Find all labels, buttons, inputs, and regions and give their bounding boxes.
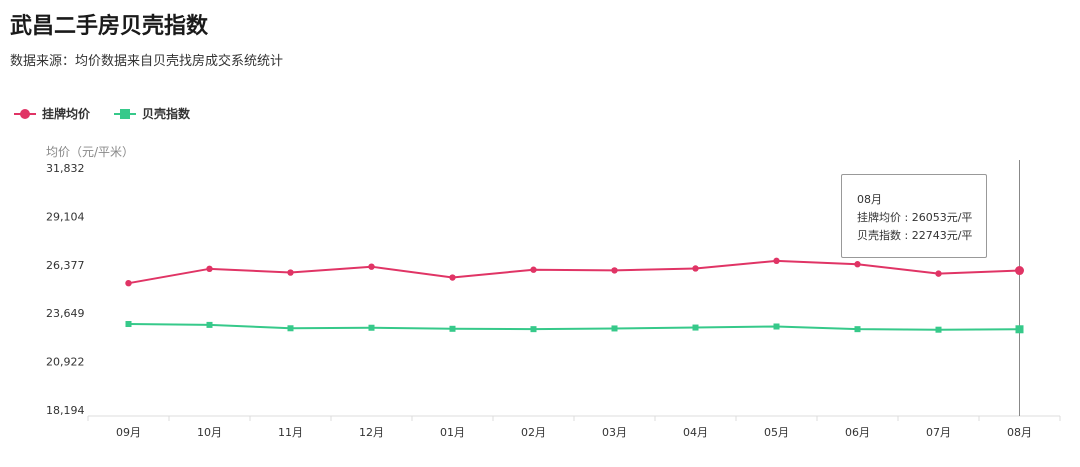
tooltip-beike-index: 贝壳指数 : 22743元/平 <box>857 229 973 242</box>
data-source-note: 数据来源：均价数据来自贝壳找房成交系统统计 <box>10 54 284 69</box>
x-tick-label: 02月 <box>521 426 546 439</box>
x-tick-label: 09月 <box>116 426 141 439</box>
series-1-point <box>1015 266 1024 276</box>
series-1-point <box>935 270 942 277</box>
series-2-point <box>206 321 213 328</box>
series-1-point <box>692 265 699 272</box>
x-tick-label: 08月 <box>1007 426 1032 439</box>
series-1-point <box>368 263 375 270</box>
series-2-point <box>611 325 618 332</box>
series-2-point <box>854 326 861 333</box>
y-tick-label: 31,832 <box>46 162 85 175</box>
series-1-point <box>530 266 537 273</box>
series-1-point <box>773 257 780 265</box>
y-tick-label: 18,194 <box>46 404 85 417</box>
series-1-point <box>206 265 213 273</box>
series-2-point <box>773 323 780 330</box>
x-tick-label: 05月 <box>764 426 789 439</box>
series-1-point <box>611 267 618 274</box>
series-2-point <box>287 325 294 332</box>
series-2-point <box>449 325 456 332</box>
legend-label: 挂牌均价 <box>42 107 91 121</box>
series-2-point <box>935 326 942 333</box>
tooltip: 08月 挂牌均价 : 26053元/平 贝壳指数 : 22743元/平 <box>841 174 987 258</box>
x-tick-label: 11月 <box>278 426 303 439</box>
tooltip-listing-price: 挂牌均价 : 26053元/平 <box>857 211 973 224</box>
y-tick-label: 29,104 <box>46 210 85 223</box>
series-2-point <box>125 321 132 328</box>
x-tick-label: 07月 <box>926 426 951 439</box>
legend-item-beike-index[interactable]: 贝壳指数 <box>114 105 190 122</box>
tooltip-title: 08月 <box>857 193 882 206</box>
legend-line-icon <box>14 108 36 119</box>
x-tick-label: 03月 <box>602 426 627 439</box>
series-2-point <box>692 324 699 331</box>
legend: 挂牌均价 贝壳指数 <box>14 105 190 122</box>
legend-line-icon <box>114 108 137 119</box>
series-2-point <box>368 324 375 331</box>
x-tick-label: 04月 <box>683 426 708 439</box>
legend-item-listing-price[interactable]: 挂牌均价 <box>14 105 90 122</box>
x-tick-label: 01月 <box>440 426 465 439</box>
series-2-point <box>530 326 537 333</box>
series-2-point <box>1015 325 1024 334</box>
x-tick-label: 12月 <box>359 426 384 439</box>
series-1-point <box>449 274 456 281</box>
series-1-point <box>287 269 294 276</box>
y-tick-label: 20,922 <box>46 356 85 369</box>
series-line-2 <box>128 323 1020 331</box>
x-tick-label: 10月 <box>197 426 222 439</box>
series-1-point <box>854 261 861 268</box>
x-tick-label: 06月 <box>845 426 870 439</box>
y-tick-label: 23,649 <box>46 307 85 320</box>
legend-label: 贝壳指数 <box>142 107 191 121</box>
y-tick-label: 26,377 <box>46 259 85 272</box>
y-axis-label: 均价（元/平米） <box>46 145 135 159</box>
page-title: 武昌二手房贝壳指数 <box>10 14 209 39</box>
series-1-point <box>125 279 132 287</box>
series-line-1 <box>128 259 1020 285</box>
